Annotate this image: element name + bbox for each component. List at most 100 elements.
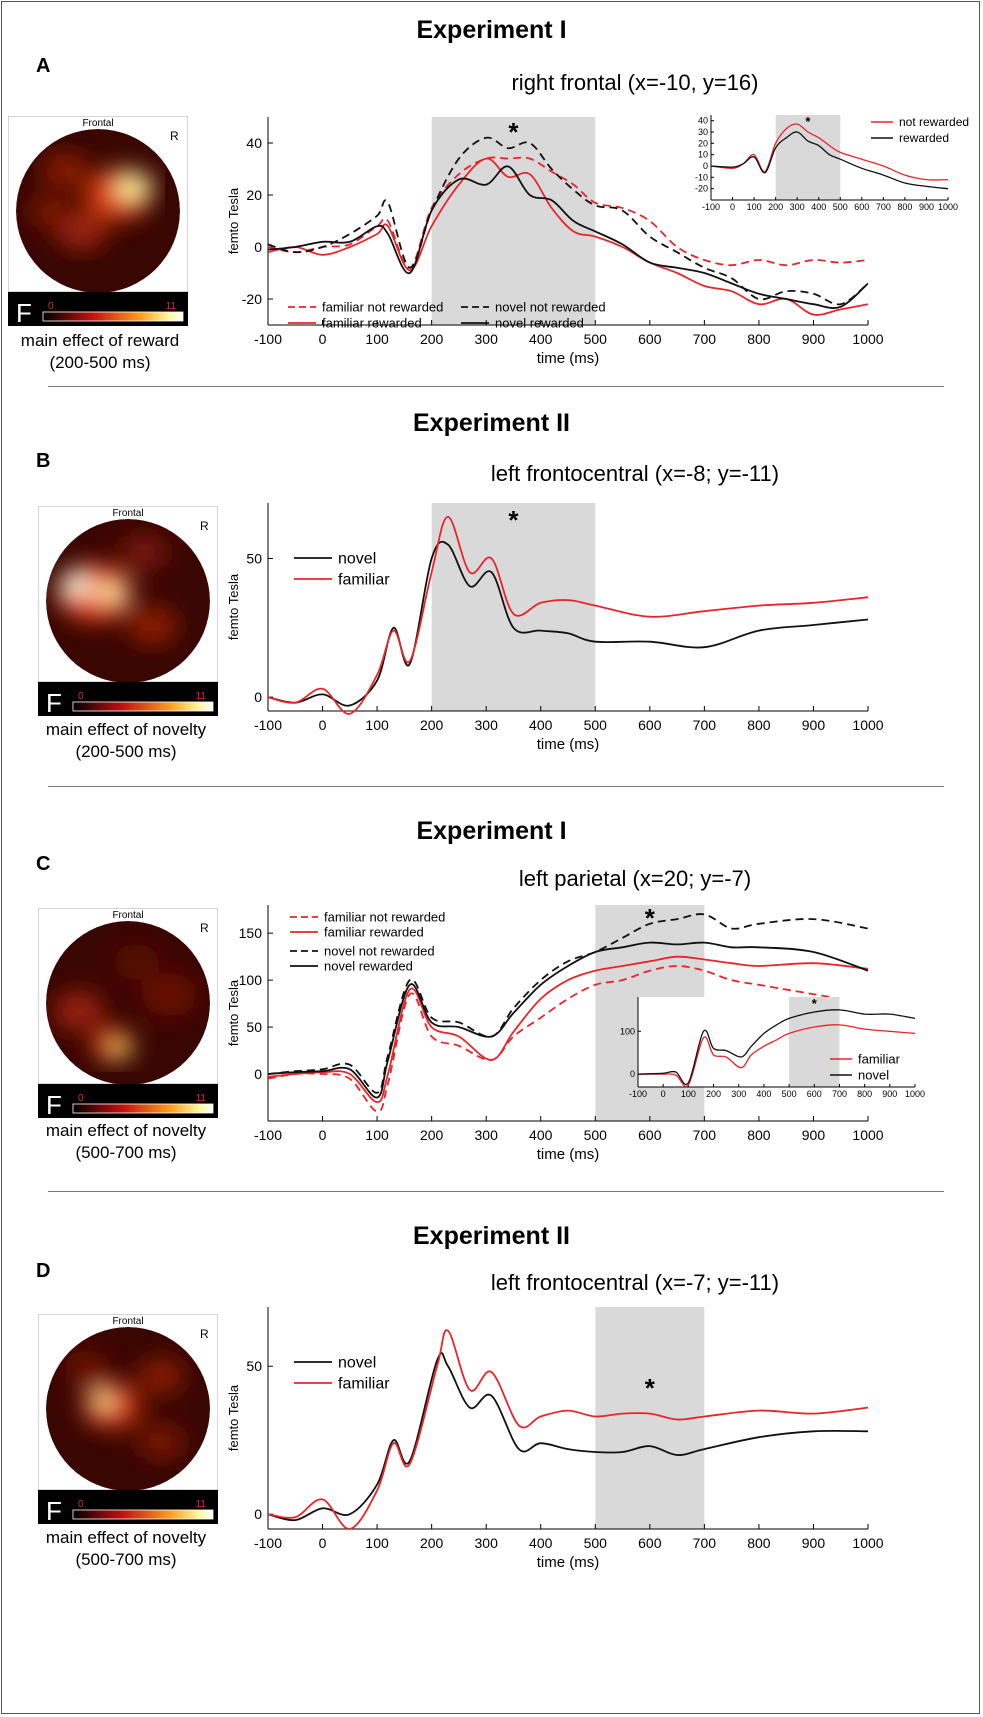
y-tick-label: 0 bbox=[254, 1066, 262, 1082]
series-line-familiar bbox=[267, 515, 869, 715]
x-tick-label: 300 bbox=[475, 331, 499, 347]
plot-area: * -100 0 100 200 300 400 500 600 700 800 900 1000 0 50… bbox=[226, 1307, 884, 1571]
x-tick-label: 700 bbox=[876, 202, 891, 212]
y-tick-label: 0 bbox=[254, 1506, 262, 1522]
colorbar-f-label: F bbox=[16, 298, 32, 326]
x-tick-label: 500 bbox=[584, 717, 608, 733]
x-tick-label: 300 bbox=[475, 1127, 499, 1143]
x-tick-label: 400 bbox=[529, 1127, 553, 1143]
x-axis-label: time (ms) bbox=[537, 350, 600, 367]
x-tick-label: 100 bbox=[365, 1127, 389, 1143]
experiment-header-a: Experiment I bbox=[416, 16, 567, 44]
topomap-head bbox=[46, 1327, 210, 1491]
significance-star: * bbox=[508, 505, 519, 535]
y-tick-label: 100 bbox=[620, 1026, 635, 1036]
x-tick-label: 300 bbox=[790, 202, 805, 212]
inset-background bbox=[638, 997, 915, 1087]
legend-label: novel bbox=[338, 551, 376, 568]
chart-d: * -100 0 100 200 300 400 500 600 700 800 900 1000 0 50… bbox=[226, 1307, 884, 1571]
y-axis-label: femto Tesla bbox=[226, 979, 241, 1046]
y-tick-label: 50 bbox=[246, 550, 262, 566]
x-tick-label: 400 bbox=[529, 717, 553, 733]
x-tick-label: 1000 bbox=[852, 331, 883, 347]
topomap-c: Frontal R F 0 11 bbox=[37, 907, 219, 1120]
y-tick-label: 0 bbox=[630, 1069, 635, 1079]
legend-label: familiar not rewarded bbox=[322, 300, 443, 315]
x-tick-label: 200 bbox=[420, 1127, 444, 1143]
x-tick-label: 0 bbox=[319, 717, 327, 733]
x-tick-label: 500 bbox=[584, 331, 608, 347]
x-tick-label: -100 bbox=[629, 1089, 647, 1099]
x-tick-label: 500 bbox=[782, 1089, 797, 1099]
experiment-header-d: Experiment II bbox=[413, 1222, 570, 1250]
x-tick-label: 600 bbox=[638, 1127, 662, 1143]
series-line-novel bbox=[267, 540, 869, 707]
caption-line-1: main effect of novelty bbox=[45, 1121, 207, 1140]
colorbar-max-label: 11 bbox=[166, 301, 177, 312]
y-tick-label: 50 bbox=[246, 1358, 262, 1374]
experiment-header-c: Experiment I bbox=[416, 817, 567, 845]
x-tick-label: 0 bbox=[319, 331, 327, 347]
x-tick-label: 700 bbox=[693, 717, 717, 733]
topomap-side-label: R bbox=[200, 519, 209, 533]
x-tick-label: 500 bbox=[584, 1127, 608, 1143]
series-line-novel bbox=[637, 1009, 916, 1085]
significance-star: * bbox=[805, 114, 811, 129]
legend-label: novel rewarded bbox=[495, 316, 584, 331]
x-tick-label: 100 bbox=[681, 1089, 696, 1099]
colorbar-min-label: 0 bbox=[48, 301, 54, 312]
significance-window bbox=[595, 1307, 705, 1529]
x-tick-label: 600 bbox=[638, 1535, 662, 1551]
topomap-frontal-label: Frontal bbox=[112, 910, 143, 921]
x-tick-label: 200 bbox=[420, 717, 444, 733]
caption-line-2: (500-700 ms) bbox=[75, 1550, 177, 1569]
y-tick-label: -20 bbox=[242, 291, 262, 307]
chart-title-c: left parietal (x=20; y=-7) bbox=[518, 866, 752, 891]
legend-label: familiar not rewarded bbox=[324, 910, 445, 925]
significance-star: * bbox=[508, 117, 519, 147]
x-tick-label: 1000 bbox=[905, 1089, 925, 1099]
panel-label-c: C bbox=[36, 853, 51, 875]
activation-blob bbox=[141, 973, 197, 1017]
significance-window bbox=[431, 503, 596, 711]
x-tick-label: 500 bbox=[833, 202, 848, 212]
activation-blob bbox=[113, 943, 160, 981]
topomap-blobs bbox=[53, 943, 197, 1061]
topomap-blobs bbox=[28, 151, 153, 251]
legend-label: familiar bbox=[338, 572, 390, 589]
plot-area: *-100 0 100 200 300 400 500 600 700 800 900 1000-20… bbox=[226, 117, 884, 367]
topomap-svg: Frontal R F 0 11 bbox=[7, 115, 189, 328]
y-tick-label: 150 bbox=[239, 925, 263, 941]
topomap-svg: Frontal R F 0 11 bbox=[37, 907, 219, 1120]
x-tick-label: 1000 bbox=[852, 1127, 883, 1143]
x-tick-label: 900 bbox=[882, 1089, 897, 1099]
x-tick-label: 700 bbox=[832, 1089, 847, 1099]
activation-blob bbox=[97, 581, 126, 604]
significance-star: * bbox=[812, 996, 818, 1011]
y-tick-label: 0 bbox=[254, 239, 262, 255]
x-tick-label: 1000 bbox=[938, 202, 958, 212]
activation-blob bbox=[28, 194, 70, 228]
y-tick-label: -20 bbox=[695, 184, 708, 194]
x-tick-label: 200 bbox=[420, 1535, 444, 1551]
series-line-novel-rewarded bbox=[267, 941, 869, 1099]
activation-blob bbox=[59, 571, 92, 598]
topomap-base bbox=[46, 921, 210, 1085]
colorbar bbox=[72, 1103, 214, 1114]
x-tick-label: 700 bbox=[693, 331, 717, 347]
x-tick-label: 900 bbox=[802, 1535, 826, 1551]
topomap-blobs bbox=[58, 533, 178, 646]
x-tick-label: 1000 bbox=[852, 717, 883, 733]
colorbar-min-label: 0 bbox=[78, 1093, 84, 1104]
panel-label-b: B bbox=[36, 450, 51, 472]
legend-label: familiar bbox=[338, 1376, 390, 1393]
panel-label-a: A bbox=[36, 55, 51, 77]
x-tick-label: -100 bbox=[254, 717, 282, 733]
x-tick-label: -100 bbox=[254, 331, 282, 347]
y-axis-label: femto Tesla bbox=[226, 1384, 241, 1451]
series-line-familiar bbox=[637, 1024, 916, 1087]
x-tick-label: 400 bbox=[529, 331, 553, 347]
significance-window bbox=[431, 117, 596, 325]
x-tick-label: 0 bbox=[319, 1127, 327, 1143]
colorbar-min-label: 0 bbox=[78, 1499, 84, 1510]
